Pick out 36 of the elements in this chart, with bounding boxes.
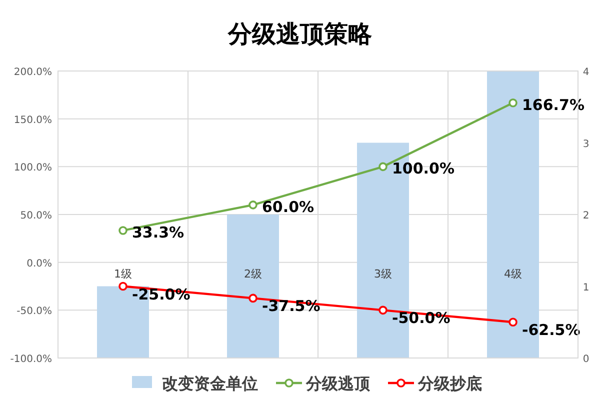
y-tick-label: 200.0% xyxy=(14,67,52,78)
legend-label: 改变资金单位 xyxy=(162,374,258,393)
x-tick-label: 1级 xyxy=(114,268,132,281)
data-label: 166.7% xyxy=(522,96,584,114)
y2-tick-label: 3 xyxy=(582,138,590,150)
data-label: -25.0% xyxy=(132,285,190,304)
point xyxy=(378,306,388,315)
x-tick-label: 4级 xyxy=(504,268,522,281)
point xyxy=(248,294,258,303)
point xyxy=(248,200,258,210)
x-tick-label: 3级 xyxy=(374,268,392,281)
chart-title: 分级逃顶策略 xyxy=(227,20,373,48)
y-tick-label: 50.0% xyxy=(20,210,52,222)
y2-tick-label: 0 xyxy=(582,354,590,365)
y2-tick-label: 2 xyxy=(582,210,590,222)
x-tick-label: 2级 xyxy=(244,268,262,281)
legend-label: 分级逃顶 xyxy=(305,374,371,393)
point xyxy=(508,98,518,108)
y2-tick-label: 4 xyxy=(582,67,590,78)
data-label: -62.5% xyxy=(522,321,580,340)
legend-label: 分级抄底 xyxy=(417,374,482,393)
data-label: -50.0% xyxy=(392,309,450,328)
data-label: 100.0% xyxy=(392,160,454,178)
y-tick-label: -100.0% xyxy=(10,354,52,365)
point xyxy=(118,282,128,291)
y-tick-label: 150.0% xyxy=(14,114,52,126)
y-tick-label: 100.0% xyxy=(14,162,52,174)
data-label: -37.5% xyxy=(262,297,320,316)
y-tick-label: -50.0% xyxy=(16,306,52,318)
data-label: 33.3% xyxy=(132,223,184,242)
point xyxy=(378,162,388,172)
data-label: 60.0% xyxy=(262,198,314,216)
y-tick-label: 0.0% xyxy=(26,258,52,270)
y2-tick-label: 1 xyxy=(582,282,590,294)
point xyxy=(508,318,518,327)
point xyxy=(118,226,128,235)
